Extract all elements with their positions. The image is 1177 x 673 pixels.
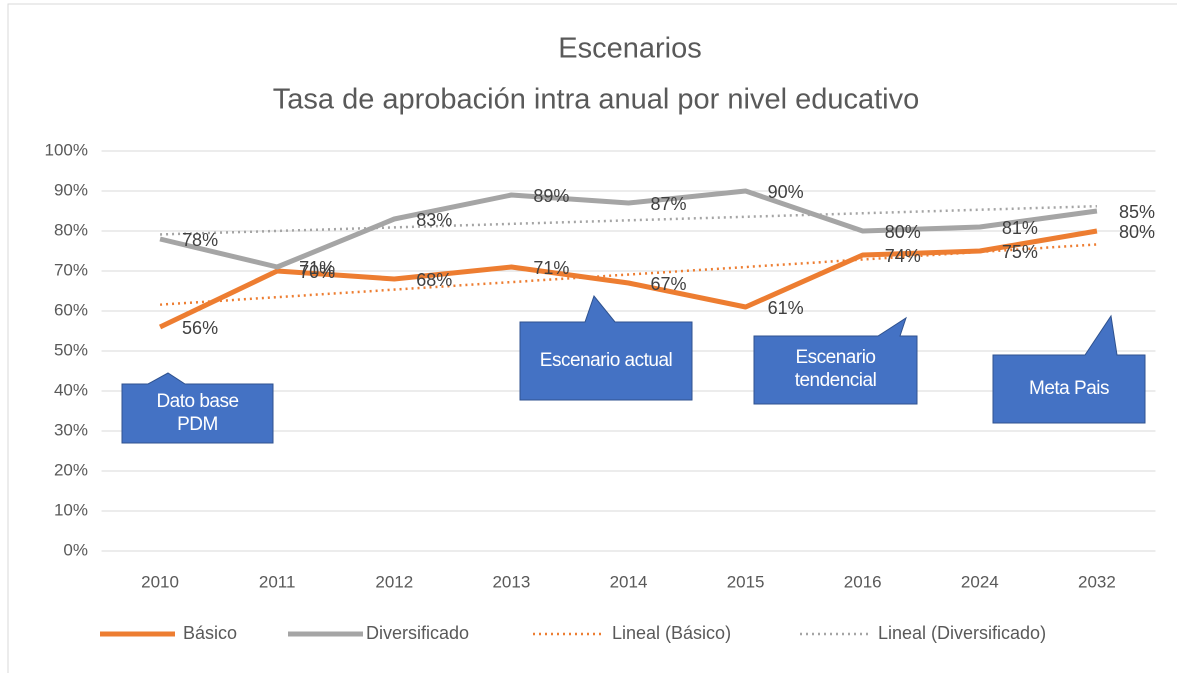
legend-label: Lineal (Básico) xyxy=(612,623,731,643)
data-label: 80% xyxy=(1119,222,1155,242)
data-label: 75% xyxy=(1002,242,1038,262)
x-tick-label: 2012 xyxy=(375,572,413,591)
x-tick-label: 2024 xyxy=(961,572,999,591)
data-label: 56% xyxy=(182,318,218,338)
callout-shape xyxy=(121,372,274,444)
callout-text: Escenario tendencial xyxy=(794,347,877,391)
x-tick-label: 2013 xyxy=(492,572,530,591)
y-tick-label: 30% xyxy=(54,420,88,439)
data-label: 90% xyxy=(768,182,804,202)
x-tick-label: 2016 xyxy=(844,572,882,591)
data-label: 80% xyxy=(885,222,921,242)
series-line xyxy=(159,188,1098,270)
data-label: 85% xyxy=(1119,202,1155,222)
legend-label: Básico xyxy=(183,623,237,643)
chart-frame xyxy=(7,3,1177,673)
y-tick-label: 40% xyxy=(54,380,88,399)
callout-shape xyxy=(992,314,1146,424)
y-tick-label: 80% xyxy=(54,220,88,239)
data-label: 74% xyxy=(885,246,921,266)
y-tick-label: 70% xyxy=(54,260,88,279)
legend-label: Lineal (Diversificado) xyxy=(878,623,1046,643)
x-tick-label: 2032 xyxy=(1078,572,1116,591)
chart-subtitle: Tasa de aprobación intra anual por nivel… xyxy=(273,84,919,116)
data-label: 78% xyxy=(182,230,218,250)
y-tick-label: 50% xyxy=(54,340,88,359)
data-label: 81% xyxy=(1002,218,1038,238)
callout-shape xyxy=(519,294,693,401)
y-tick-label: 100% xyxy=(45,140,88,159)
data-label: 67% xyxy=(651,274,687,294)
x-tick-label: 2010 xyxy=(141,572,179,591)
legend-label: Diversificado xyxy=(366,623,469,643)
trendline xyxy=(159,243,1098,306)
data-label: 70% xyxy=(299,262,335,282)
x-tick-label: 2014 xyxy=(610,572,648,591)
y-tick-label: 20% xyxy=(54,460,88,479)
callout-shape xyxy=(753,316,918,405)
data-label: 68% xyxy=(416,270,452,290)
x-tick-label: 2015 xyxy=(727,572,765,591)
callout-text: Dato base PDM xyxy=(156,390,239,435)
data-label: 71% xyxy=(299,258,335,278)
data-label: 83% xyxy=(416,210,452,230)
series-line xyxy=(158,228,1098,330)
y-tick-label: 90% xyxy=(54,180,88,199)
chart-title: Escenarios xyxy=(558,33,701,65)
data-label: 61% xyxy=(768,298,804,318)
callout-text: Meta Pais xyxy=(1029,377,1109,399)
data-label: 87% xyxy=(651,194,687,214)
y-tick-label: 0% xyxy=(63,540,88,559)
callout-text: Escenario actual xyxy=(539,349,673,371)
trendline xyxy=(160,204,1097,236)
y-tick-label: 10% xyxy=(54,500,88,519)
x-tick-label: 2011 xyxy=(259,572,296,591)
y-tick-label: 60% xyxy=(54,300,88,319)
data-label: 89% xyxy=(533,186,569,206)
data-label: 71% xyxy=(533,258,569,278)
